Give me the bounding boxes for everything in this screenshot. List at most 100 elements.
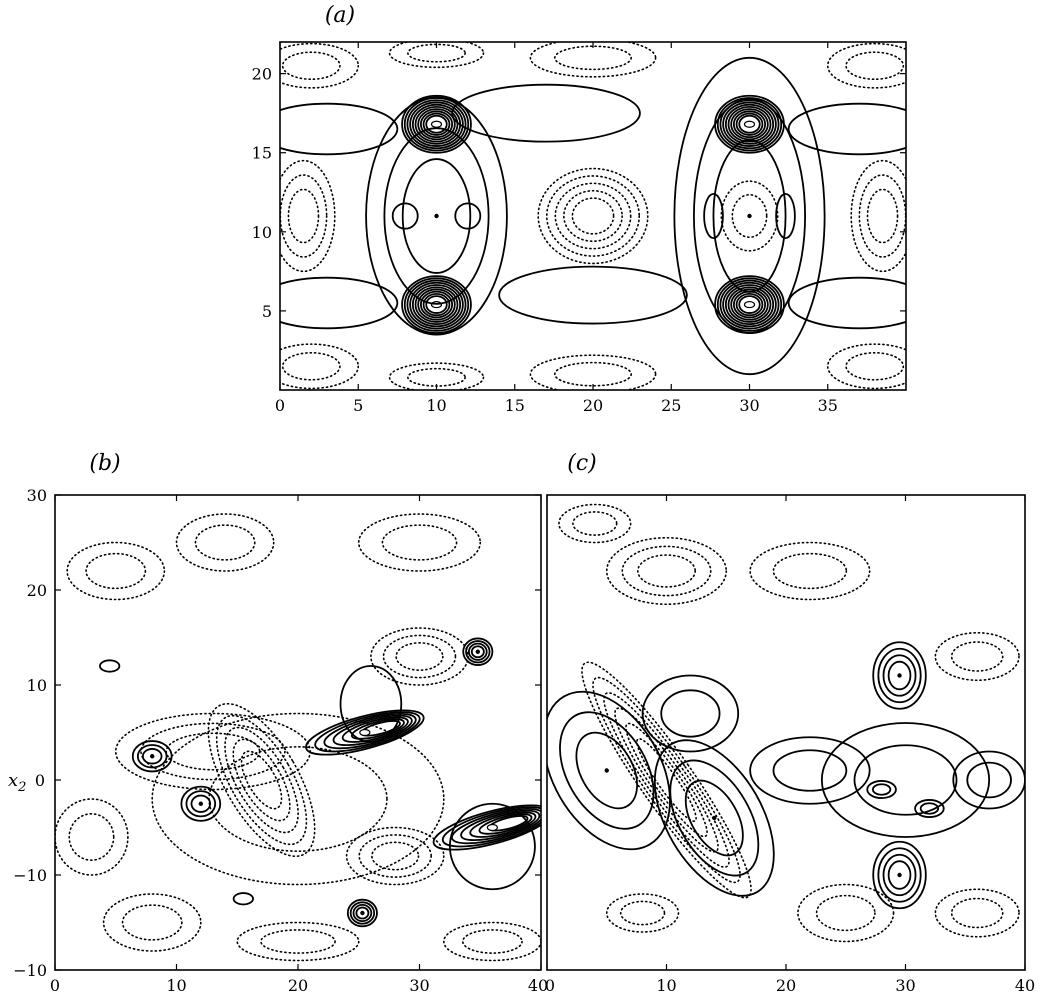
positive-contour-line	[422, 112, 451, 136]
negative-contour-group	[236, 921, 360, 962]
positive-contour-group	[914, 799, 945, 818]
positive-contour-group	[787, 102, 906, 156]
positive-contour-line	[820, 722, 991, 838]
negative-contour-line	[605, 893, 680, 933]
extremum-dot	[897, 872, 902, 878]
negative-contour-group	[605, 536, 728, 606]
negative-contour-line	[357, 513, 482, 572]
negative-contour-line	[563, 189, 623, 243]
negative-contour-line	[208, 746, 388, 852]
positive-contour-line	[749, 736, 871, 805]
negative-contour-line	[950, 897, 1004, 929]
negative-contour-line	[603, 692, 730, 868]
negative-contour-line	[194, 524, 256, 561]
positive-contour-group	[703, 192, 724, 240]
negative-contour-group	[537, 167, 649, 265]
negative-contour-line	[619, 900, 666, 926]
y-axis-title: x2	[8, 770, 26, 795]
positive-contour-line	[406, 99, 467, 150]
x-tick-label: 25	[661, 396, 681, 415]
positive-contour-group	[365, 96, 508, 336]
positive-contour-group	[820, 722, 991, 838]
positive-contour-group	[451, 83, 641, 143]
positive-contour-group	[432, 804, 541, 851]
positive-contour-line	[419, 290, 454, 319]
negative-contour-line	[858, 174, 906, 258]
negative-contour-line	[371, 841, 420, 871]
negative-contour-line	[358, 834, 432, 878]
positive-contour-group	[787, 276, 906, 330]
negative-contour-line	[232, 738, 291, 822]
negative-contour-group	[850, 159, 906, 273]
positive-contour-group	[952, 750, 1025, 810]
negative-contour-line	[636, 738, 697, 822]
positive-contour-line	[877, 847, 922, 903]
extremum-dot	[150, 754, 155, 759]
negative-contour-group	[370, 627, 469, 686]
positive-contour-line	[411, 284, 462, 326]
positive-contour-line	[738, 295, 761, 314]
y-tick-label: 20	[27, 581, 47, 600]
positive-contour-line	[280, 102, 399, 156]
vortex-core-mark	[743, 300, 756, 309]
positive-contour-line	[966, 761, 1012, 799]
x-tick-label: 0	[50, 976, 60, 995]
negative-contour-line	[85, 552, 147, 590]
y-tick-label: 10	[27, 676, 47, 695]
negative-contour-line	[815, 894, 876, 932]
x-tick-label: 10	[426, 396, 446, 415]
positive-contour-line	[673, 56, 826, 376]
positive-contour-group	[714, 275, 785, 334]
extremum-dot	[897, 673, 902, 678]
y-tick-label: 5	[262, 302, 272, 321]
negative-contour-line	[749, 541, 871, 601]
positive-contour-group	[673, 56, 826, 376]
positive-contour-line	[349, 901, 376, 925]
negative-contour-group	[826, 42, 906, 89]
positive-contour-line	[732, 110, 767, 139]
positive-contour-line	[772, 749, 848, 792]
positive-contour-line	[716, 97, 783, 152]
negative-contour-group	[357, 513, 482, 572]
positive-contour-line	[403, 277, 470, 332]
positive-contour-line	[232, 892, 254, 906]
positive-contour-line	[641, 674, 740, 753]
negative-contour-line	[388, 42, 485, 69]
positive-contour-group	[498, 265, 688, 325]
positive-contour-line	[355, 906, 370, 920]
x-tick-label: 20	[288, 976, 308, 995]
vortex-core-mark	[359, 728, 371, 737]
positive-contour-group	[653, 739, 775, 897]
contour-lines-b	[55, 513, 541, 962]
positive-contour-line	[872, 840, 927, 910]
negative-contour-line	[772, 552, 848, 590]
negative-contour-line	[637, 554, 696, 588]
negative-contour-line	[382, 634, 457, 679]
negative-contour-line	[121, 904, 183, 941]
negative-contour-group	[558, 503, 632, 544]
negative-contour-group	[749, 541, 871, 601]
x-tick-label: 10	[166, 976, 186, 995]
positive-contour-line	[383, 127, 490, 305]
positive-contour-line	[735, 112, 764, 136]
negative-contour-line	[281, 51, 341, 81]
positive-contour-line	[468, 642, 488, 661]
positive-contour-group	[462, 637, 494, 666]
positive-contour-line	[401, 275, 472, 334]
positive-contour-group	[401, 94, 472, 154]
negative-contour-group	[443, 921, 541, 962]
negative-contour-group	[529, 42, 657, 78]
positive-contour-group	[391, 202, 419, 230]
x-tick-label: 5	[353, 396, 363, 415]
negative-contour-group	[280, 343, 360, 390]
positive-contour-line	[498, 265, 688, 325]
negative-contour-line	[845, 351, 905, 381]
positive-contour-line	[660, 689, 721, 738]
positive-contour-line	[470, 645, 485, 659]
positive-contour-line	[323, 712, 417, 750]
negative-contour-line	[281, 351, 341, 381]
negative-contour-line	[826, 343, 906, 390]
positive-contour-line	[391, 202, 419, 230]
negative-contour-group	[934, 888, 1020, 938]
positive-contour-line	[559, 711, 655, 830]
